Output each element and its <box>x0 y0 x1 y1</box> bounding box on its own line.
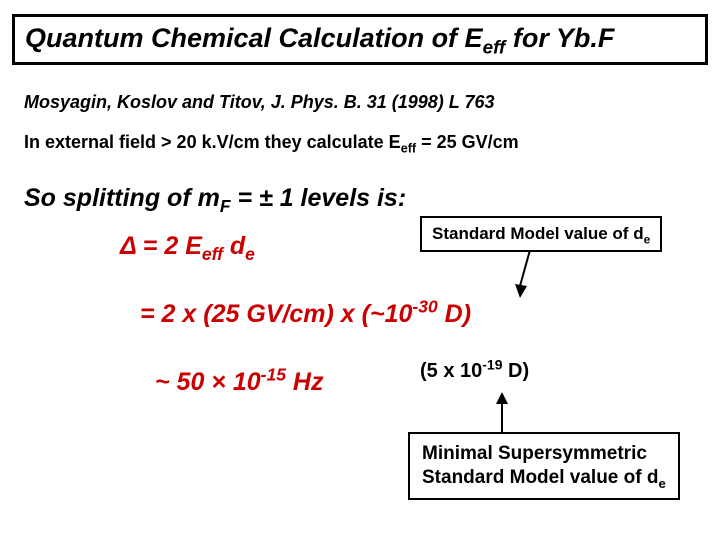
field-pre: In external field > 20 k.V/cm they calcu… <box>24 132 401 152</box>
standard-model-box: Standard Model value of de <box>420 216 662 252</box>
delta-eq: = 2 E <box>136 232 202 260</box>
citation: Mosyagin, Koslov and Titov, J. Phys. B. … <box>24 92 495 113</box>
mssm-box: Minimal Supersymmetric Standard Model va… <box>408 432 680 500</box>
mssm-line1: Minimal Supersymmetric <box>422 442 666 466</box>
expansion-line: = 2 x (25 GV/cm) x (~10-30 D) <box>140 300 471 329</box>
splitting-pre: So splitting of m <box>24 184 220 212</box>
splitting-sub: F <box>220 196 231 216</box>
sm-sub: e <box>644 232 651 246</box>
arrow-to-expansion-icon <box>515 250 545 298</box>
yield2-pre: (5 x 10 <box>420 360 482 382</box>
delta-symbol: Δ <box>120 232 136 260</box>
expansion-post: D) <box>438 300 471 328</box>
arrow-to-mssm-icon <box>490 392 520 432</box>
result-d: (5 x 10-19 D) <box>420 360 529 383</box>
yield2-post: D) <box>503 360 530 382</box>
delta-formula: Δ = 2 Eeff de <box>120 232 255 261</box>
yield1-sup: -15 <box>261 365 286 385</box>
citation-text: Mosyagin, Koslov and Titov, J. Phys. B. … <box>24 92 495 112</box>
expansion-pre: = 2 x (25 GV/cm) x (~10 <box>140 300 412 328</box>
mssm-line2-sub: e <box>658 476 665 491</box>
delta-sub2: e <box>245 244 255 264</box>
field-post: = 25 GV/cm <box>416 132 519 152</box>
title-post: for Yb.F <box>505 23 614 53</box>
yield1-post: Hz <box>286 368 324 396</box>
splitting-post: = ± 1 levels is: <box>231 184 407 212</box>
splitting-line: So splitting of mF = ± 1 levels is: <box>24 184 406 213</box>
yield2-sup: -19 <box>482 356 502 372</box>
field-line: In external field > 20 k.V/cm they calcu… <box>24 132 519 153</box>
title-sub: eff <box>483 37 506 58</box>
sm-text: Standard Model value of d <box>432 224 644 243</box>
result-hz: ~ 50 × 10-15 Hz <box>155 368 323 397</box>
field-sub: eff <box>401 142 416 156</box>
expansion-sup: -30 <box>412 297 437 317</box>
title-box: Quantum Chemical Calculation of Eeff for… <box>12 14 708 65</box>
slide: Quantum Chemical Calculation of Eeff for… <box>0 0 720 540</box>
mssm-line2-pre: Standard Model value of d <box>422 467 658 488</box>
title-pre: Quantum Chemical Calculation of E <box>25 23 483 53</box>
mssm-line2: Standard Model value of de <box>422 466 666 490</box>
delta-sub1: eff <box>202 244 223 264</box>
delta-mid: d <box>223 232 245 260</box>
yield1-pre: ~ 50 × 10 <box>155 368 261 396</box>
